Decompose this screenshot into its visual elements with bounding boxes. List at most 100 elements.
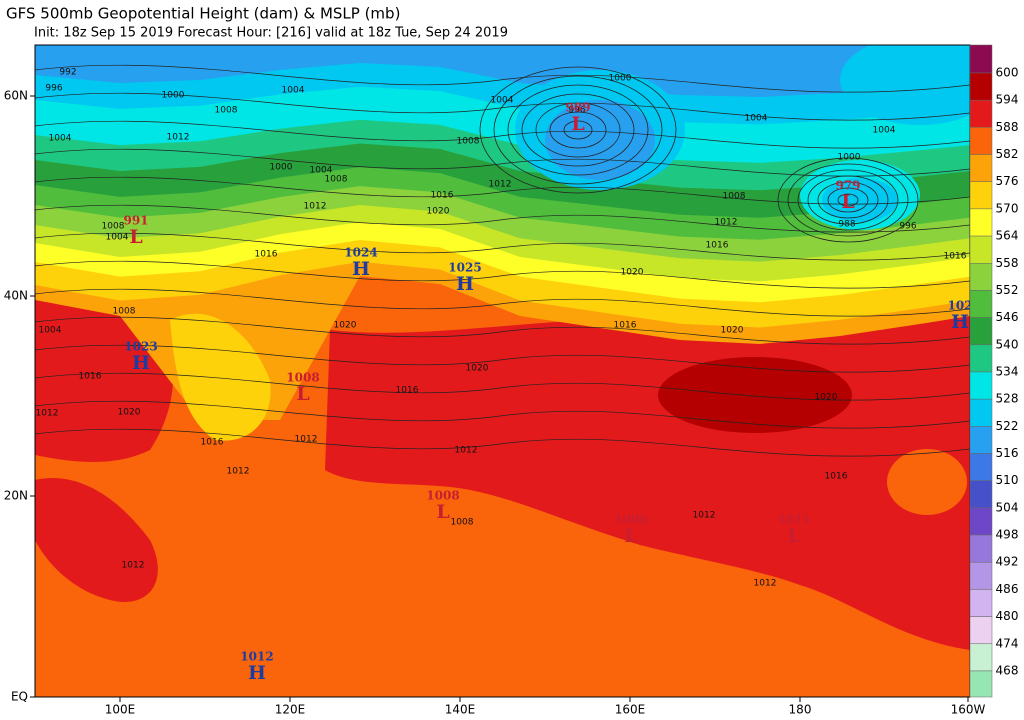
isobar-label: 1004 [49, 134, 72, 144]
pressure-center-letter: L [571, 113, 584, 135]
colorbar-swatch [969, 453, 993, 481]
isobar-label: 996 [899, 222, 916, 232]
height-zone [658, 357, 852, 433]
pressure-center-value: 979 [835, 179, 860, 193]
height-zone [545, 100, 655, 180]
isobar-label: 1000 [162, 91, 185, 101]
isobar-label: 1016 [706, 241, 729, 251]
isobar-line [35, 428, 970, 457]
colorbar-swatch [969, 72, 993, 101]
isobar-label: 1000 [609, 74, 632, 84]
pressure-center-value: 1008 [286, 371, 319, 385]
isobar-line [35, 64, 970, 93]
isobar-label: 1012 [167, 133, 190, 143]
isobar-label: 1012 [489, 180, 512, 190]
title: GFS 500mb Geopotential Height (dam) & MS… [6, 5, 400, 23]
isobar-line [35, 204, 970, 233]
pressure-center-letter: L [296, 383, 309, 405]
pressure-center-value: 1025 [448, 261, 481, 275]
pressure-center-value: 991 [123, 214, 148, 228]
colorbar-swatch [969, 561, 993, 590]
isobar-label: 1020 [466, 364, 489, 374]
colorbar-swatch [969, 507, 993, 536]
isobar-label: 1012 [754, 579, 777, 589]
isobar-label: 1004 [745, 114, 768, 124]
isobar-label: 1000 [270, 163, 293, 173]
colorbar-swatch [969, 235, 993, 264]
isobar-label: 1008 [102, 222, 125, 232]
isobar-label: 1016 [944, 252, 967, 262]
isobar-label: 1008 [215, 106, 238, 116]
height-zone [887, 449, 967, 515]
isobar-label: 1004 [491, 96, 514, 106]
colorbar-swatch [969, 398, 993, 427]
isobar-label: 1020 [334, 321, 357, 331]
isobar-label: 1008 [457, 137, 480, 147]
isobar-label: 996 [568, 106, 585, 116]
colorbar-swatch [969, 263, 993, 291]
isobar-line [35, 120, 970, 149]
isobar-line [35, 148, 970, 177]
colorbar-label: 534 [996, 364, 1019, 378]
latitude-label: 20N [4, 489, 28, 503]
colorbar-label: 558 [996, 256, 1019, 270]
colorbar: 600 594 588 582 576 570 564 558 552 546 540 534 528 5… [969, 44, 1019, 698]
colorbar-swatch [969, 670, 993, 698]
colorbar-swatch [969, 127, 993, 155]
isobar-label: 992 [59, 68, 76, 78]
colorbar-label: 498 [996, 528, 1019, 542]
colorbar-label: 576 [996, 174, 1019, 188]
isobar-label: 1000 [838, 153, 861, 163]
longitude-label: 100E [105, 703, 136, 717]
pressure-center-letter: L [841, 191, 854, 213]
colorbar-label: 570 [996, 201, 1019, 215]
height-zone [35, 478, 158, 602]
longitude-label: 160E [615, 703, 646, 717]
longitude-label: 140E [445, 703, 476, 717]
isobar-label: 1020 [427, 207, 450, 217]
isobar-label: 1012 [455, 446, 478, 456]
height-zone [35, 45, 970, 97]
isobar-label: 1016 [396, 386, 419, 396]
height-zone [170, 313, 271, 441]
isobar-line [35, 232, 970, 261]
longitude-label: 180 [789, 703, 812, 717]
isobar-label: 1020 [721, 326, 744, 336]
pressure-center-letter: L [436, 501, 449, 523]
colorbar-swatch [969, 616, 993, 645]
pressure-center-letter: H [352, 258, 370, 280]
pressure-center-letter: L [787, 525, 800, 547]
colorbar-swatch [969, 290, 993, 318]
pressure-center-value: 1012 [240, 650, 273, 664]
pressure-center-letter: L [624, 525, 637, 547]
isobar-label: 1004 [106, 233, 129, 243]
isobar-label: 1016 [255, 250, 278, 260]
colorbar-label: 522 [996, 419, 1019, 433]
pressure-center-value: 1023 [124, 340, 157, 354]
pressure-center-value: 989 [565, 101, 590, 115]
isobar-line [507, 84, 649, 176]
colorbar-label: 510 [996, 473, 1019, 487]
colorbar-label: 474 [996, 636, 1019, 650]
isobar-line [35, 400, 970, 429]
latitude-label: EQ [11, 690, 28, 704]
pressure-center-letter: L [129, 226, 142, 248]
isobar-label: 1020 [621, 268, 644, 278]
isobar-line [35, 316, 970, 345]
isobar-line [35, 372, 970, 401]
isobar-line [35, 344, 970, 373]
isobar-line [787, 163, 909, 237]
isobar-label: 1016 [825, 472, 848, 482]
isobar-line [777, 157, 919, 243]
isobar-line [817, 181, 879, 219]
isobar-line [493, 75, 663, 185]
isobar-line [549, 111, 607, 149]
isobar-label: 1016 [431, 191, 454, 201]
colorbar-swatch [969, 99, 993, 128]
colorbar-label: 528 [996, 392, 1019, 406]
colorbar-swatch [969, 480, 993, 509]
colorbar-swatch [969, 344, 993, 373]
isobar-label: 1008 [451, 518, 474, 528]
